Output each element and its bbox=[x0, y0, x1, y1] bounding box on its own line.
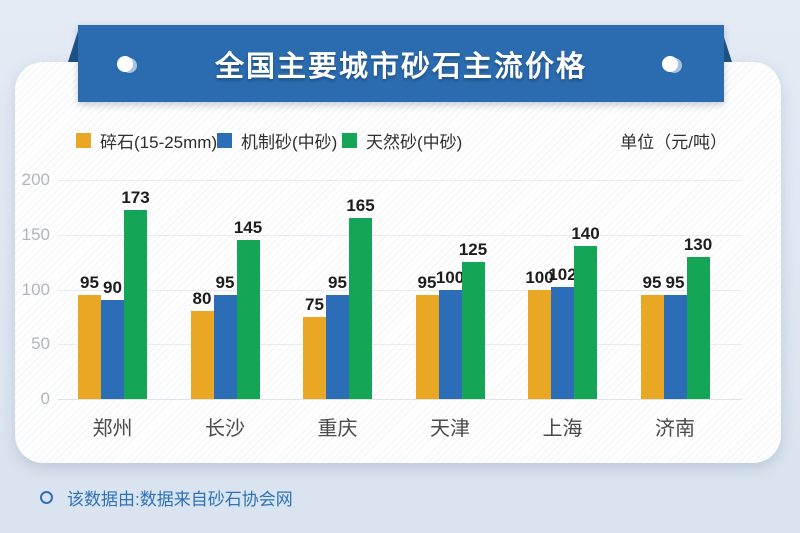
bar-value-label: 95 bbox=[665, 272, 685, 292]
bar-value-label: 95 bbox=[215, 272, 235, 292]
pin-icon bbox=[117, 56, 137, 73]
y-axis-tick: 50 bbox=[31, 334, 50, 354]
circle-bullet-icon bbox=[40, 491, 53, 504]
bar-value-label: 95 bbox=[417, 272, 437, 292]
bar-天然砂(中砂)-长沙 bbox=[236, 240, 260, 399]
x-axis-label-天津: 天津 bbox=[430, 418, 470, 440]
x-axis-label-郑州: 郑州 bbox=[92, 418, 133, 440]
bar-天然砂(中砂)-上海 bbox=[574, 245, 597, 399]
bar-机制砂(中砂)-天津 bbox=[438, 289, 462, 399]
bar-机制砂(中砂)-上海 bbox=[551, 287, 574, 399]
gridline bbox=[58, 234, 742, 236]
bar-value-label: 130 bbox=[683, 234, 713, 254]
y-axis-tick: 100 bbox=[21, 279, 50, 299]
bar-value-label: 125 bbox=[458, 240, 488, 260]
unit-label: 单位（元/吨） bbox=[620, 133, 727, 152]
x-axis-label-济南: 济南 bbox=[655, 418, 695, 440]
bar-碎石(15-25mm)-上海 bbox=[528, 289, 551, 399]
bar-value-label: 140 bbox=[571, 223, 600, 243]
y-axis-tick: 0 bbox=[40, 389, 50, 408]
bar-碎石(15-25mm)-重庆 bbox=[303, 316, 326, 399]
legend-item-machine-sand: 机制砂(中砂) bbox=[217, 128, 337, 153]
bar-碎石(15-25mm)-长沙 bbox=[190, 311, 214, 399]
x-axis-label-长沙: 长沙 bbox=[205, 418, 245, 440]
ribbon-fold-left bbox=[68, 28, 79, 62]
legend-item-natural-sand: 天然砂(中砂) bbox=[342, 128, 462, 153]
bar-碎石(15-25mm)-郑州 bbox=[78, 294, 101, 399]
legend-label: 碎石(15-25mm) bbox=[100, 133, 218, 152]
gridline bbox=[58, 344, 742, 346]
bar-碎石(15-25mm)-天津 bbox=[415, 294, 439, 399]
bar-value-label: 95 bbox=[328, 272, 347, 292]
bar-value-label: 95 bbox=[642, 272, 662, 292]
x-axis-label-重庆: 重庆 bbox=[317, 418, 358, 440]
pin-dot bbox=[117, 56, 133, 72]
bar-value-label: 95 bbox=[80, 272, 99, 292]
title-ribbon: 全国主要城市砂石主流价格 bbox=[78, 25, 724, 102]
bar-天然砂(中砂)-天津 bbox=[461, 262, 485, 399]
bar-value-label: 100 bbox=[525, 267, 554, 287]
pin-icon bbox=[662, 56, 682, 73]
page-title: 全国主要城市砂石主流价格 bbox=[214, 50, 587, 83]
gridline bbox=[58, 399, 742, 400]
legend-swatch-orange bbox=[76, 133, 91, 148]
bar-机制砂(中砂)-郑州 bbox=[101, 300, 124, 399]
legend-item-crushed-stone: 碎石(15-25mm) bbox=[76, 128, 217, 153]
legend-swatch-green bbox=[342, 133, 357, 148]
legend-label: 天然砂(中砂) bbox=[366, 133, 463, 152]
bar-天然砂(中砂)-郑州 bbox=[124, 209, 147, 399]
bar-机制砂(中砂)-长沙 bbox=[213, 294, 237, 399]
bar-天然砂(中砂)-济南 bbox=[686, 256, 710, 399]
gridline bbox=[58, 180, 742, 181]
bar-机制砂(中砂)-重庆 bbox=[326, 294, 349, 399]
pin-dot bbox=[662, 56, 678, 72]
bar-value-label: 165 bbox=[346, 196, 375, 216]
bar-value-label: 80 bbox=[192, 289, 212, 309]
bar-value-label: 100 bbox=[435, 267, 465, 287]
y-axis-tick: 150 bbox=[21, 224, 50, 244]
bar-碎石(15-25mm)-济南 bbox=[640, 294, 664, 399]
bar-value-label: 145 bbox=[233, 218, 263, 238]
bar-value-label: 90 bbox=[103, 278, 122, 298]
bar-机制砂(中砂)-济南 bbox=[663, 294, 687, 399]
x-axis-label-上海: 上海 bbox=[542, 418, 583, 440]
bar-value-label: 173 bbox=[121, 187, 150, 207]
bar-天然砂(中砂)-重庆 bbox=[349, 218, 372, 399]
bar-value-label: 75 bbox=[305, 294, 324, 314]
bar-value-label: 102 bbox=[548, 265, 577, 285]
gridline bbox=[58, 289, 742, 291]
legend-label: 机制砂(中砂) bbox=[241, 133, 338, 152]
data-source-note: 该数据由:数据来自砂石协会网 bbox=[40, 485, 293, 510]
ribbon-fold-right bbox=[721, 28, 732, 62]
data-source-text: 该数据由:数据来自砂石协会网 bbox=[67, 490, 293, 509]
legend-swatch-blue bbox=[217, 133, 232, 148]
y-axis-tick: 200 bbox=[21, 170, 50, 189]
